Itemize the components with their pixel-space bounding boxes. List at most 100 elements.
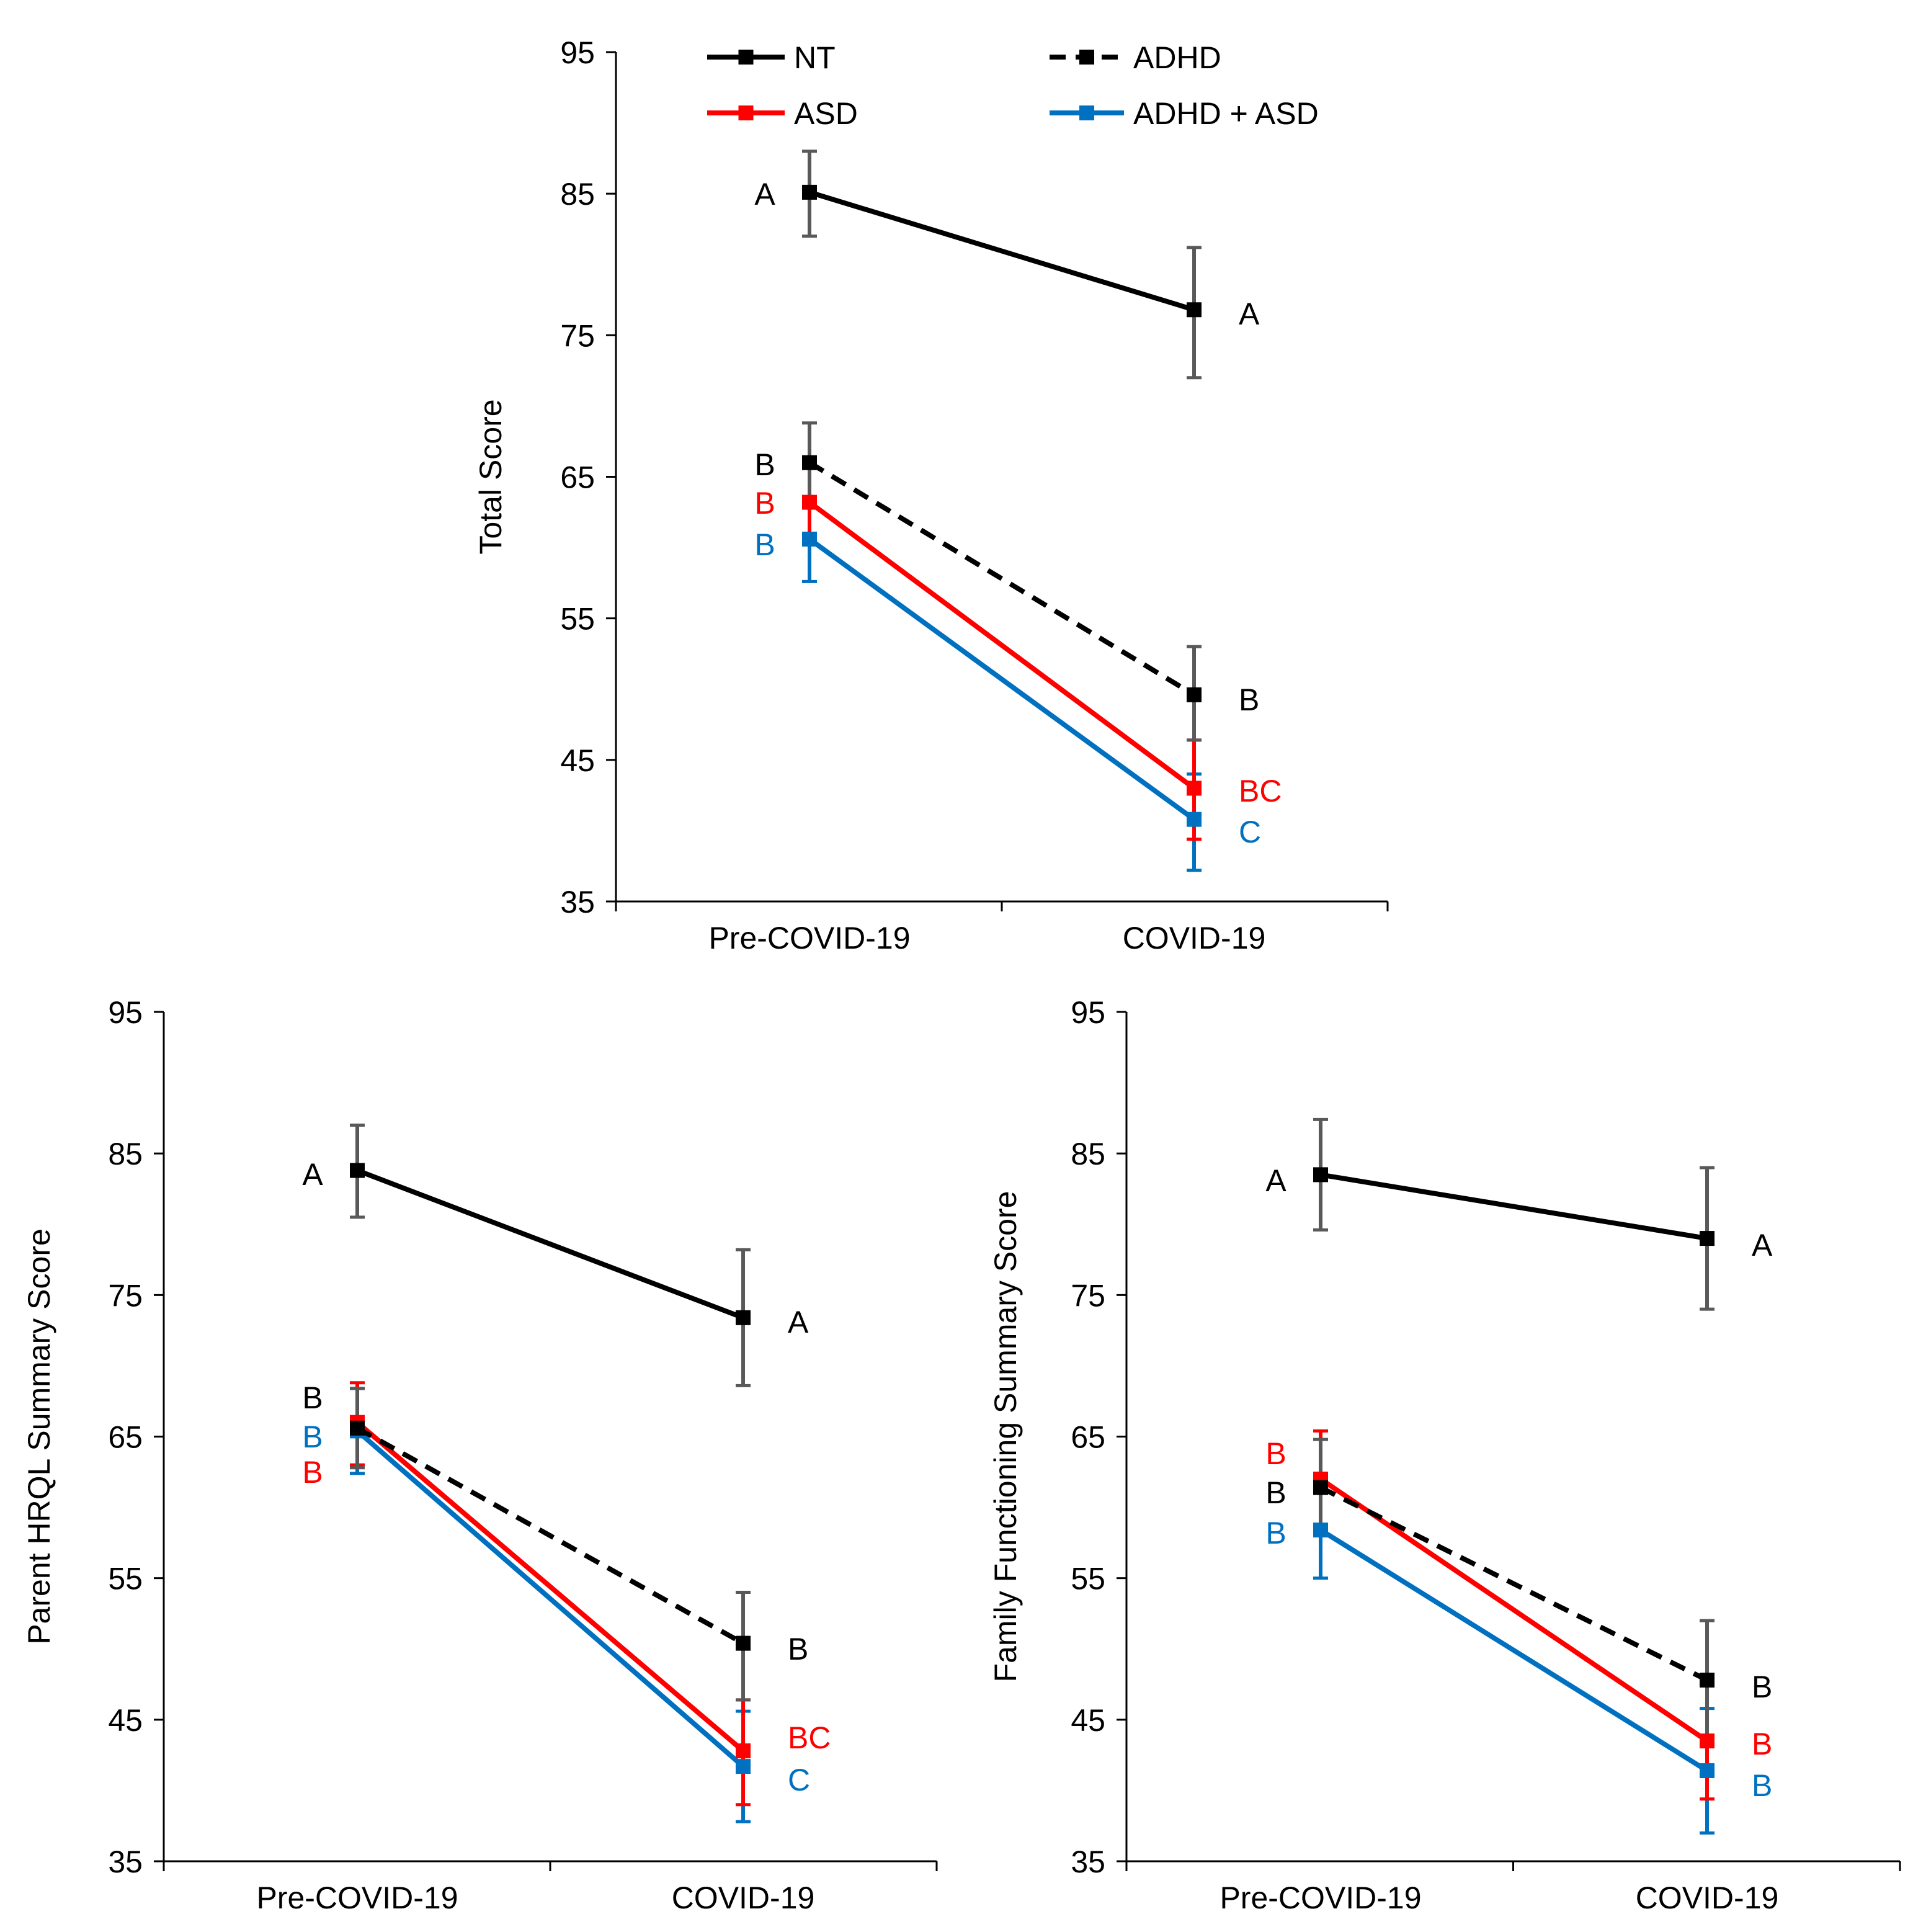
significance-label: A <box>754 177 775 212</box>
significance-label: B <box>302 1420 323 1454</box>
significance-label: B <box>1752 1727 1772 1761</box>
y-tick-label: 95 <box>560 35 595 70</box>
y-tick-label: 35 <box>108 1845 143 1879</box>
y-tick-label: 75 <box>108 1278 143 1313</box>
legend-label: ASD <box>794 96 858 131</box>
series-line-adhd <box>808 460 1196 697</box>
legend-label: ADHD + ASD <box>1133 96 1319 131</box>
data-point-adhd <box>1700 1672 1715 1688</box>
data-point-nt <box>736 1310 751 1325</box>
data-point-asd <box>736 1743 751 1759</box>
x-category-label: Pre-COVID-19 <box>708 921 910 955</box>
y-tick-label: 65 <box>560 460 595 495</box>
legend-marker-adhd <box>1079 50 1094 65</box>
series-line-adhd_asd <box>355 1429 745 1769</box>
y-axis-title: Family Functioning Summary Score <box>988 1191 1023 1683</box>
series-line-asd <box>1319 1477 1709 1743</box>
data-point-asd <box>802 494 817 510</box>
legend-marker-asd <box>738 105 754 120</box>
significance-label: BC <box>1239 774 1282 808</box>
significance-label: B <box>302 1455 323 1490</box>
significance-label: A <box>788 1305 809 1339</box>
y-tick-label: 85 <box>1071 1137 1105 1171</box>
significance-label: B <box>788 1632 808 1666</box>
y-tick-label: 55 <box>108 1562 143 1596</box>
panel-parent-hrql: 35 45 55 65 75 85 95 Pre-COVID-19 COVID-19 Parent… <box>22 995 938 1915</box>
series-line-asd <box>355 1420 745 1753</box>
significance-label: B <box>1752 1670 1772 1704</box>
panel-family-functioning: 35 45 55 65 75 85 95 Pre-COVID-19 COVID-19 Family… <box>988 995 1901 1915</box>
significance-label: C <box>788 1763 810 1797</box>
significance-label: A <box>302 1157 323 1192</box>
significance-label: B <box>1239 682 1259 717</box>
x-category-label: COVID-19 <box>1636 1881 1779 1915</box>
y-tick-label: 45 <box>560 743 595 778</box>
x-category-label: Pre-COVID-19 <box>256 1881 458 1915</box>
significance-label: BC <box>788 1720 831 1755</box>
significance-label: B <box>302 1380 323 1415</box>
significance-label: B <box>754 447 775 482</box>
y-tick-label: 35 <box>560 885 595 919</box>
significance-label: B <box>754 527 775 562</box>
series-line-adhd_asd <box>1319 1527 1709 1773</box>
legend: NT ADHD ASD ADHD + ASD <box>707 40 1319 131</box>
legend-label: ADHD <box>1133 40 1221 75</box>
legend-marker-nt <box>738 50 754 65</box>
y-axis-title: Total Score <box>473 399 508 554</box>
data-point-adhd <box>802 455 817 470</box>
y-tick-label: 55 <box>1071 1562 1105 1596</box>
series-line-adhd_asd <box>808 537 1196 821</box>
significance-label: B <box>754 486 775 521</box>
data-point-nt <box>1313 1167 1328 1183</box>
panel-total-score: 35 45 55 65 75 85 95 Pre-COVID-19 COVID-19 Total … <box>473 35 1389 955</box>
data-point-adhd <box>1187 687 1202 702</box>
significance-label: A <box>1265 1163 1286 1198</box>
data-point-adhd <box>1313 1480 1328 1495</box>
y-tick-label: 95 <box>108 995 143 1030</box>
legend-marker-adhd_asd <box>1079 105 1094 120</box>
data-point-adhd <box>736 1635 751 1651</box>
x-category-label: Pre-COVID-19 <box>1220 1881 1421 1915</box>
series-line-nt <box>1320 1172 1708 1241</box>
significance-label: B <box>1265 1516 1286 1550</box>
y-tick-label: 75 <box>1071 1278 1105 1313</box>
data-point-nt <box>1700 1231 1715 1246</box>
y-tick-label: 45 <box>108 1703 143 1738</box>
data-point-adhd_asd <box>1700 1763 1715 1778</box>
data-point-adhd_asd <box>736 1759 751 1774</box>
data-point-nt <box>350 1163 365 1178</box>
data-point-nt <box>1187 302 1202 318</box>
significance-label: A <box>1239 297 1260 331</box>
y-tick-label: 65 <box>1071 1420 1105 1455</box>
series-line-adhd <box>356 1426 744 1646</box>
series-line-nt <box>808 190 1195 313</box>
y-tick-label: 35 <box>1071 1845 1105 1879</box>
data-point-adhd_asd <box>1313 1523 1328 1538</box>
data-point-adhd_asd <box>802 531 817 547</box>
data-point-adhd_asd <box>1187 812 1202 827</box>
y-axis-title: Parent HRQL Summary Score <box>22 1228 56 1645</box>
series-line-adhd <box>1319 1485 1708 1683</box>
significance-label: B <box>1265 1436 1286 1471</box>
data-point-asd <box>1700 1733 1715 1749</box>
data-point-adhd <box>350 1420 365 1436</box>
data-point-asd <box>1187 780 1202 796</box>
y-tick-label: 65 <box>108 1420 143 1455</box>
significance-label: A <box>1752 1228 1773 1263</box>
y-tick-label: 45 <box>1071 1703 1105 1738</box>
series-line-nt <box>356 1168 744 1320</box>
x-category-label: COVID-19 <box>672 1881 815 1915</box>
y-tick-label: 85 <box>108 1137 143 1171</box>
series-line-asd <box>808 500 1196 790</box>
significance-label: B <box>1265 1475 1286 1510</box>
significance-label: C <box>1239 815 1261 849</box>
y-tick-label: 55 <box>560 602 595 637</box>
data-point-nt <box>802 184 817 200</box>
y-tick-label: 85 <box>560 177 595 212</box>
y-tick-label: 95 <box>1071 995 1105 1030</box>
significance-label: B <box>1752 1768 1772 1803</box>
x-category-label: COVID-19 <box>1123 921 1266 955</box>
y-tick-label: 75 <box>560 318 595 353</box>
legend-label: NT <box>794 40 836 75</box>
